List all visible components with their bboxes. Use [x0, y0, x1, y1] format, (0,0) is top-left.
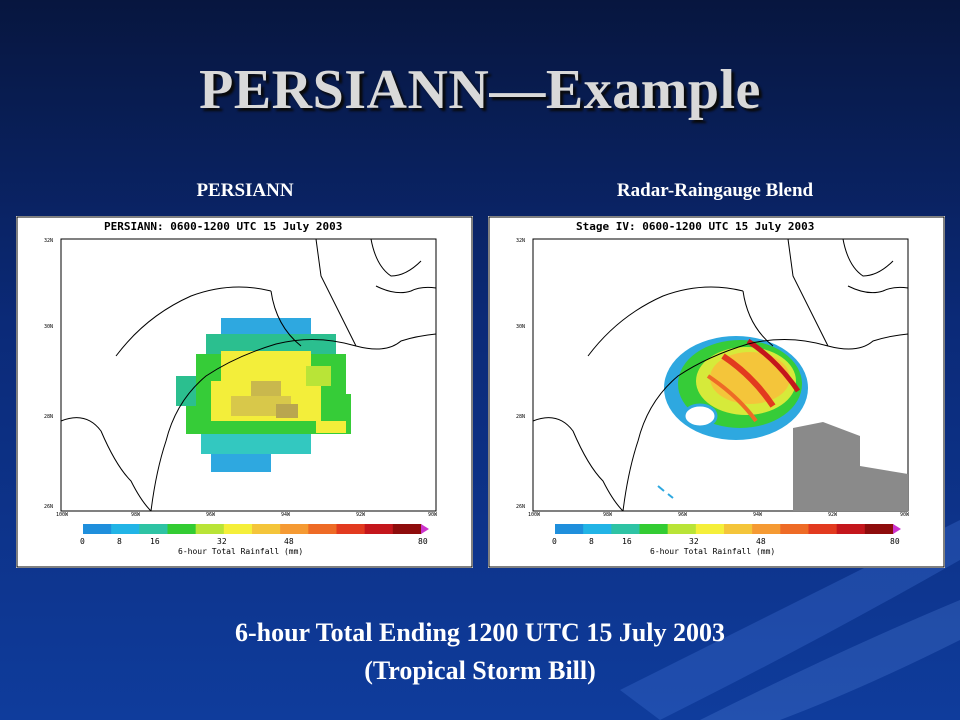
svg-text:90W: 90W — [428, 512, 438, 518]
colorbar-segment — [808, 524, 838, 534]
colorbar-segment — [392, 524, 422, 534]
coastline — [532, 238, 909, 512]
colorbar-segment — [752, 524, 781, 534]
caption-line-2: (Tropical Storm Bill) — [364, 656, 596, 685]
colorbar-segment — [167, 524, 197, 534]
svg-text:26N: 26N — [44, 504, 53, 510]
svg-text:100W: 100W — [528, 512, 541, 518]
x-axis-tick-labels: 100W 98W 96W 94W 92W 90W — [56, 512, 438, 518]
colorbar-tick-label: 32 — [689, 537, 699, 546]
colorbar-segment — [836, 524, 866, 534]
svg-text:98W: 98W — [131, 512, 141, 518]
colorbar-tick-label: 8 — [117, 537, 122, 546]
svg-text:90W: 90W — [900, 512, 910, 518]
colorbar-tick-label: 8 — [589, 537, 594, 546]
svg-text:94W: 94W — [753, 512, 763, 518]
svg-text:26N: 26N — [516, 504, 525, 510]
colorbar-segment — [364, 524, 394, 534]
colorbar-tick-label: 0 — [552, 537, 557, 546]
colorbar-tick-label: 80 — [890, 537, 900, 546]
colorbar-tick-label: 16 — [622, 537, 632, 546]
left-panel-label: PERSIANN — [196, 180, 294, 201]
colorbar-label: 6-hour Total Rainfall (mm) — [178, 547, 303, 556]
colorbar-arrow — [893, 524, 901, 534]
svg-text:94W: 94W — [281, 512, 291, 518]
colorbar-label: 6-hour Total Rainfall (mm) — [650, 547, 775, 556]
colorbar-segment — [223, 524, 253, 534]
colorbar-segment — [611, 524, 640, 534]
colorbar-segment — [639, 524, 669, 534]
svg-text:28N: 28N — [516, 414, 525, 420]
colorbar-segment — [308, 524, 337, 534]
colorbar-segment — [336, 524, 366, 534]
colorbar-segment — [724, 524, 753, 534]
persiann-map-panel: PERSIANN: 0600-1200 UTC 15 July 2003 — [16, 216, 473, 568]
svg-text:30N: 30N — [516, 324, 525, 330]
svg-text:30N: 30N — [44, 324, 53, 330]
svg-text:28N: 28N — [44, 414, 53, 420]
colorbar-segment — [139, 524, 168, 534]
coastline — [60, 238, 437, 512]
colorbar-segment — [195, 524, 225, 534]
colorbar: 0 8 16 32 48 80 6-hour Total Rainfall (mm) — [552, 524, 901, 556]
svg-text:32N: 32N — [44, 238, 53, 244]
colorbar-segment — [83, 524, 112, 534]
colorbar-tick-label: 16 — [150, 537, 160, 546]
colorbar-segment — [864, 524, 894, 534]
colorbar-arrow — [421, 524, 429, 534]
map-frame — [60, 238, 437, 512]
rainfall-field — [657, 336, 908, 511]
svg-text:100W: 100W — [56, 512, 69, 518]
missing-data-area — [793, 422, 908, 511]
caption-line-1: 6-hour Total Ending 1200 UTC 15 July 200… — [234, 618, 726, 647]
colorbar-segment — [111, 524, 140, 534]
svg-text:92W: 92W — [356, 512, 366, 518]
y-axis-tick-labels: 32N 30N 28N 26N — [516, 238, 525, 510]
panel-header: Stage IV: 0600-1200 UTC 15 July 2003 — [576, 220, 814, 233]
colorbar-segment — [252, 524, 281, 534]
rainfall-field — [176, 318, 351, 472]
colorbar-tick-label: 80 — [418, 537, 428, 546]
colorbar-segment — [555, 524, 584, 534]
x-axis-tick-labels: 100W 98W 96W 94W 92W 90W — [528, 512, 910, 518]
stage-iv-map-panel: Stage IV: 0600-1200 UTC 15 July 2003 32N — [488, 216, 945, 568]
colorbar-tick-label: 48 — [756, 537, 766, 546]
svg-text:96W: 96W — [678, 512, 688, 518]
y-axis-tick-labels: 32N 30N 28N 26N — [44, 238, 53, 510]
colorbar: 0 8 16 32 48 80 6-hour Total Rainfall (mm) — [80, 524, 429, 556]
colorbar-tick-label: 48 — [284, 537, 294, 546]
colorbar-segment — [667, 524, 697, 534]
colorbar-segment — [280, 524, 309, 534]
colorbar-tick-label: 0 — [80, 537, 85, 546]
svg-text:98W: 98W — [603, 512, 613, 518]
right-panel-label: Radar-Raingauge Blend — [616, 180, 814, 201]
map-frame — [532, 238, 909, 512]
svg-text:96W: 96W — [206, 512, 216, 518]
panel-header: PERSIANN: 0600-1200 UTC 15 July 2003 — [104, 220, 342, 233]
colorbar-segment — [695, 524, 725, 534]
slide-title: PERSIANN—Example — [199, 59, 761, 121]
svg-text:32N: 32N — [516, 238, 525, 244]
colorbar-tick-label: 32 — [217, 537, 227, 546]
colorbar-segment — [780, 524, 809, 534]
svg-text:92W: 92W — [828, 512, 838, 518]
colorbar-segment — [583, 524, 612, 534]
